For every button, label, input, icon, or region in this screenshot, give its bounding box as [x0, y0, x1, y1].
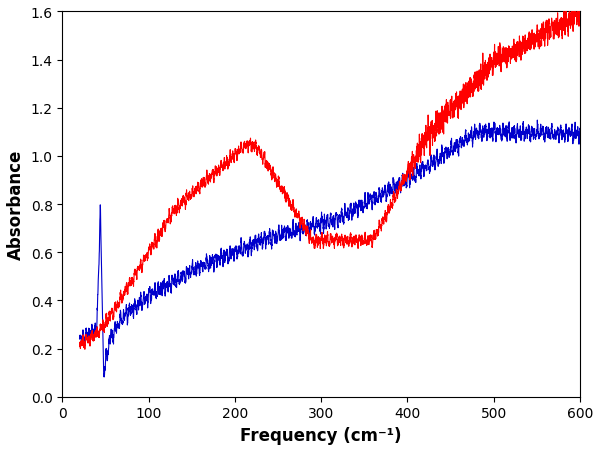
Y-axis label: Absorbance: Absorbance [7, 150, 25, 260]
X-axis label: Frequency (cm⁻¹): Frequency (cm⁻¹) [241, 426, 402, 444]
